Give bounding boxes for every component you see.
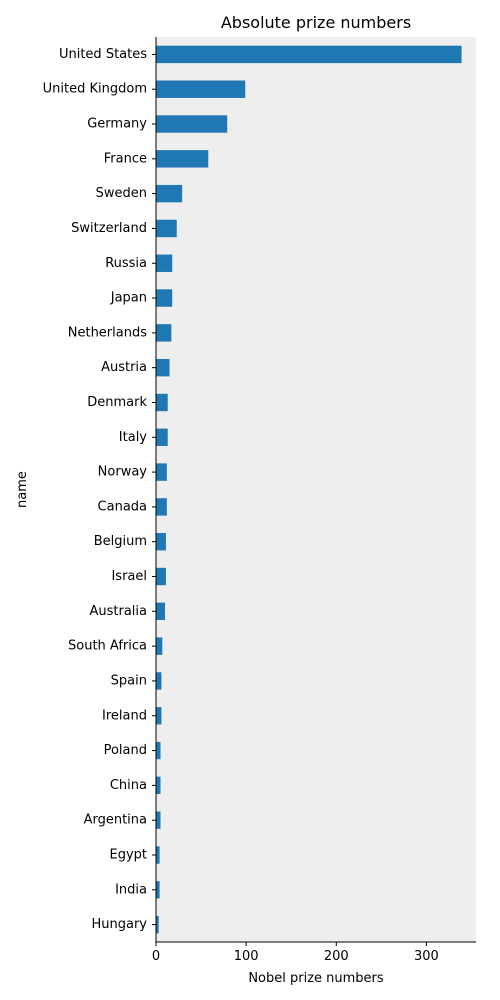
y-tick-label: Russia [105, 256, 147, 271]
chart-title: Absolute prize numbers [221, 13, 411, 32]
y-tick-label: Ireland [102, 708, 147, 723]
y-tick-label: Netherlands [68, 325, 147, 340]
y-tick-label: Belgium [94, 534, 147, 549]
x-tick-label: 200 [324, 949, 349, 964]
bar [156, 324, 172, 342]
bar [156, 393, 168, 412]
y-tick-label: Switzerland [71, 221, 147, 236]
bar [156, 672, 162, 690]
y-tick-label: Japan [110, 291, 147, 306]
bar [156, 567, 166, 586]
bar [156, 184, 183, 203]
y-tick-label: Austria [101, 360, 147, 375]
y-tick-label: Italy [119, 430, 148, 445]
bar [156, 846, 160, 864]
bar [156, 254, 173, 272]
bar [156, 80, 246, 98]
bar [156, 602, 166, 621]
bar [156, 776, 161, 795]
y-tick-label: United States [59, 47, 147, 62]
y-axis-ticks: United States United Kingdom Germany France… [43, 47, 156, 932]
y-tick-label: Poland [104, 743, 147, 758]
y-tick-label: Denmark [87, 395, 147, 410]
y-tick-label: Norway [98, 465, 148, 480]
bar [156, 219, 177, 238]
y-tick-label: Egypt [109, 847, 147, 862]
x-axis-label: Nobel prize numbers [248, 971, 384, 986]
bar [156, 811, 161, 829]
y-tick-label: Canada [98, 499, 147, 514]
bar [156, 915, 159, 934]
x-tick-label: 100 [234, 949, 259, 964]
x-tick-label: 300 [414, 949, 439, 964]
bar [156, 428, 168, 446]
bar [156, 463, 167, 481]
bar [156, 881, 160, 899]
bar [156, 533, 166, 551]
y-tick-label: Australia [89, 604, 147, 619]
y-tick-label: Spain [111, 673, 147, 688]
x-axis-ticks: 0 100 200 300 [152, 942, 439, 964]
y-tick-label: Israel [111, 569, 147, 584]
y-tick-label: France [104, 151, 147, 166]
bar [156, 150, 209, 168]
y-tick-label: Sweden [96, 186, 147, 201]
y-tick-label: India [115, 882, 147, 897]
y-tick-label: China [110, 778, 147, 793]
y-tick-label: Hungary [91, 917, 147, 932]
bars-group [156, 45, 462, 934]
bar [156, 741, 161, 760]
y-tick-label: South Africa [68, 639, 147, 654]
bar [156, 637, 163, 655]
bar [156, 115, 228, 133]
x-tick-label: 0 [152, 949, 160, 964]
bar [156, 707, 162, 725]
bar [156, 498, 167, 516]
bar [156, 45, 462, 64]
plot-area [156, 37, 476, 942]
axis-spines [155, 37, 476, 943]
bar [156, 358, 170, 377]
bar [156, 289, 173, 307]
y-tick-label: United Kingdom [43, 82, 147, 97]
y-axis-label: name [15, 471, 30, 508]
y-tick-label: Germany [87, 117, 147, 132]
y-tick-label: Argentina [84, 813, 147, 828]
